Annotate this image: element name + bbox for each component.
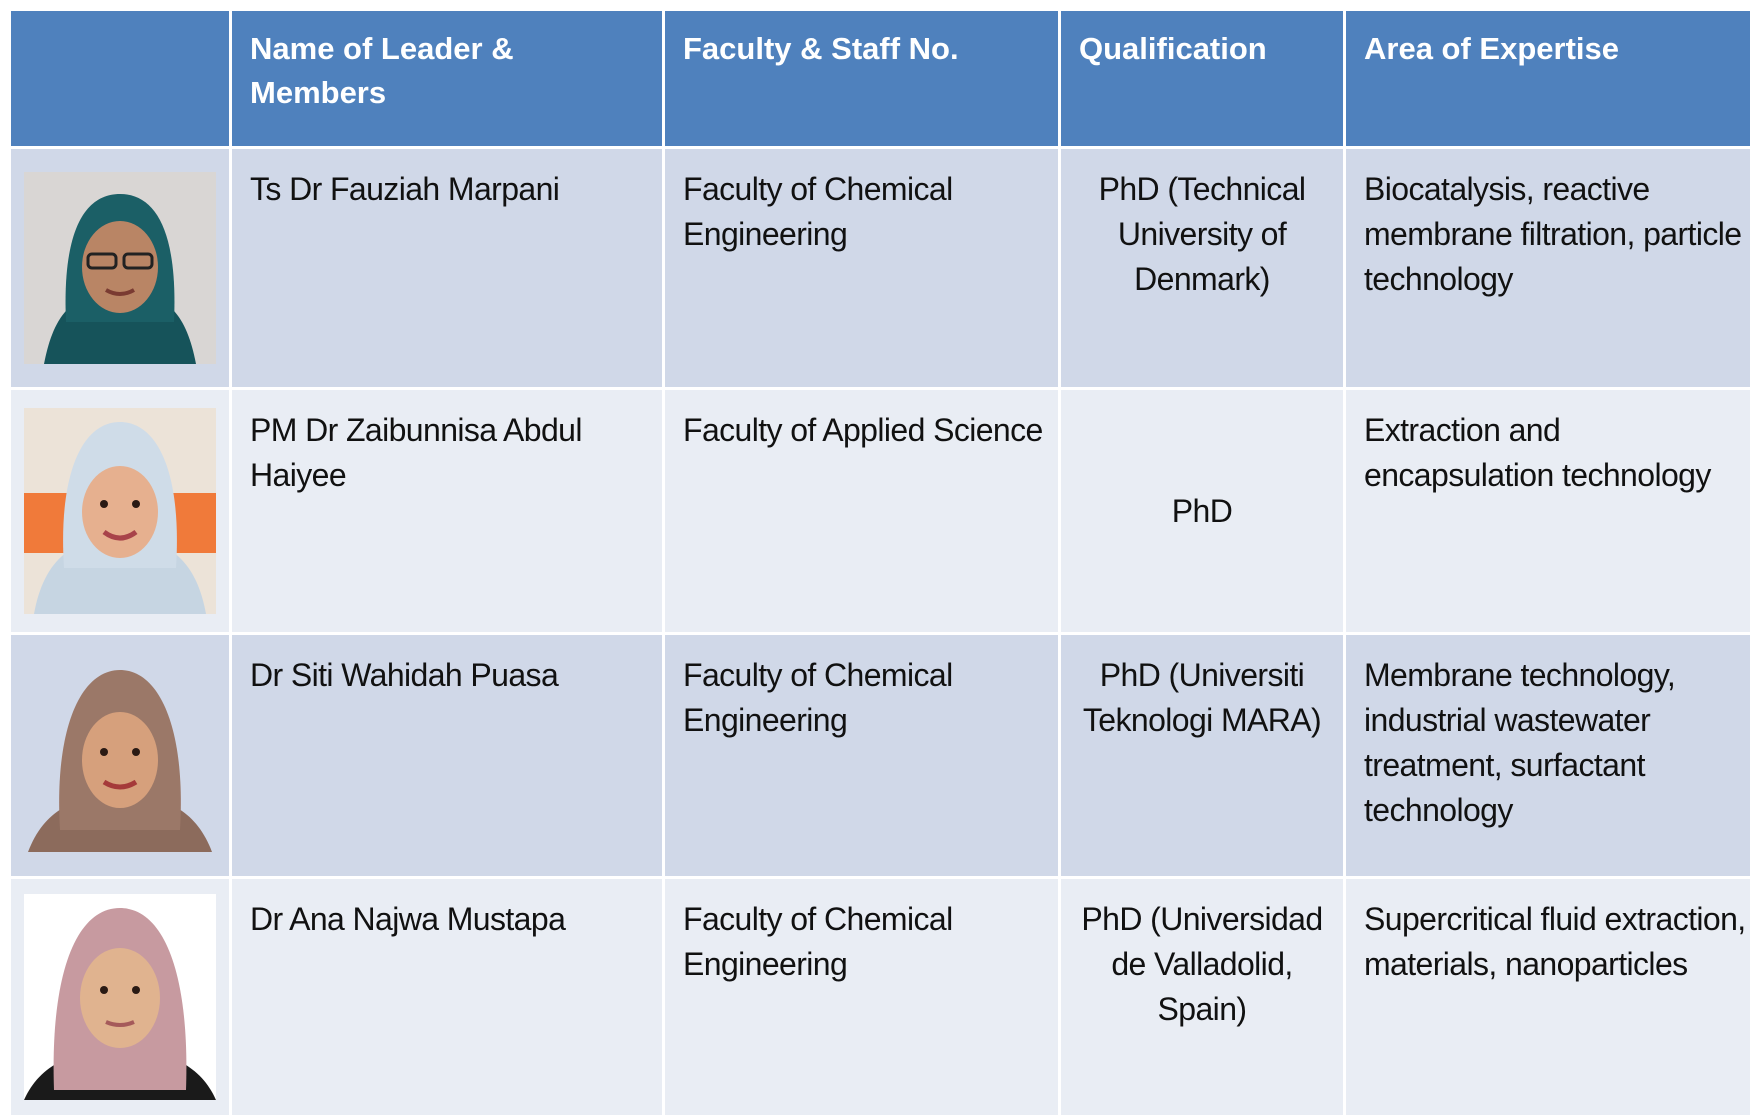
photo-cell (11, 635, 229, 876)
faculty-cell: Faculty of Applied Science (665, 390, 1058, 632)
photo (24, 894, 216, 1100)
photo-cell (11, 879, 229, 1115)
header-cell: Faculty & Staff No. (665, 11, 1058, 146)
qualification-cell: PhD (Technical University of Denmark) (1061, 149, 1343, 387)
expertise-cell: Biocatalysis, reactive membrane filtrati… (1346, 149, 1750, 387)
photo (24, 172, 216, 364)
faculty-cell: Faculty of Chemical Engineering (665, 879, 1058, 1115)
members-table: Name of Leader & Members Faculty & Staff… (8, 8, 1750, 1118)
qualification-cell: PhD (1061, 390, 1343, 632)
photo-cell (11, 390, 229, 632)
header-cell: Qualification (1061, 11, 1343, 146)
name-cell: Ts Dr Fauziah Marpani (232, 149, 662, 387)
header-cell (11, 11, 229, 146)
photo-cell (11, 149, 229, 387)
member-row: PM Dr Zaibunnisa Abdul Haiyee Faculty of… (11, 390, 1750, 632)
name-cell: Dr Ana Najwa Mustapa (232, 879, 662, 1115)
faculty-cell: Faculty of Chemical Engineering (665, 635, 1058, 876)
page: Name of Leader & Members Faculty & Staff… (11, 11, 1750, 1118)
header-cell: Name of Leader & Members (232, 11, 662, 146)
qualification-cell: PhD (Universidad de Valladolid, Spain) (1061, 879, 1343, 1115)
faculty-cell: Faculty of Chemical Engineering (665, 149, 1058, 387)
photo (24, 408, 216, 614)
member-row: Dr Siti Wahidah Puasa Faculty of Chemica… (11, 635, 1750, 876)
name-cell: Dr Siti Wahidah Puasa (232, 635, 662, 876)
member-row: Dr Ana Najwa Mustapa Faculty of Chemical… (11, 879, 1750, 1115)
header-cell: Area of Expertise (1346, 11, 1750, 146)
qualification-cell: PhD (Universiti Teknologi MARA) (1061, 635, 1343, 876)
expertise-cell: Extraction and encapsulation technology (1346, 390, 1750, 632)
photo (24, 659, 216, 852)
expertise-cell: Membrane technology, industrial wastewat… (1346, 635, 1750, 876)
member-row: Ts Dr Fauziah Marpani Faculty of Chemica… (11, 149, 1750, 387)
name-cell: PM Dr Zaibunnisa Abdul Haiyee (232, 390, 662, 632)
expertise-cell: Supercritical fluid extraction, material… (1346, 879, 1750, 1115)
header-row: Name of Leader & Members Faculty & Staff… (11, 11, 1750, 146)
